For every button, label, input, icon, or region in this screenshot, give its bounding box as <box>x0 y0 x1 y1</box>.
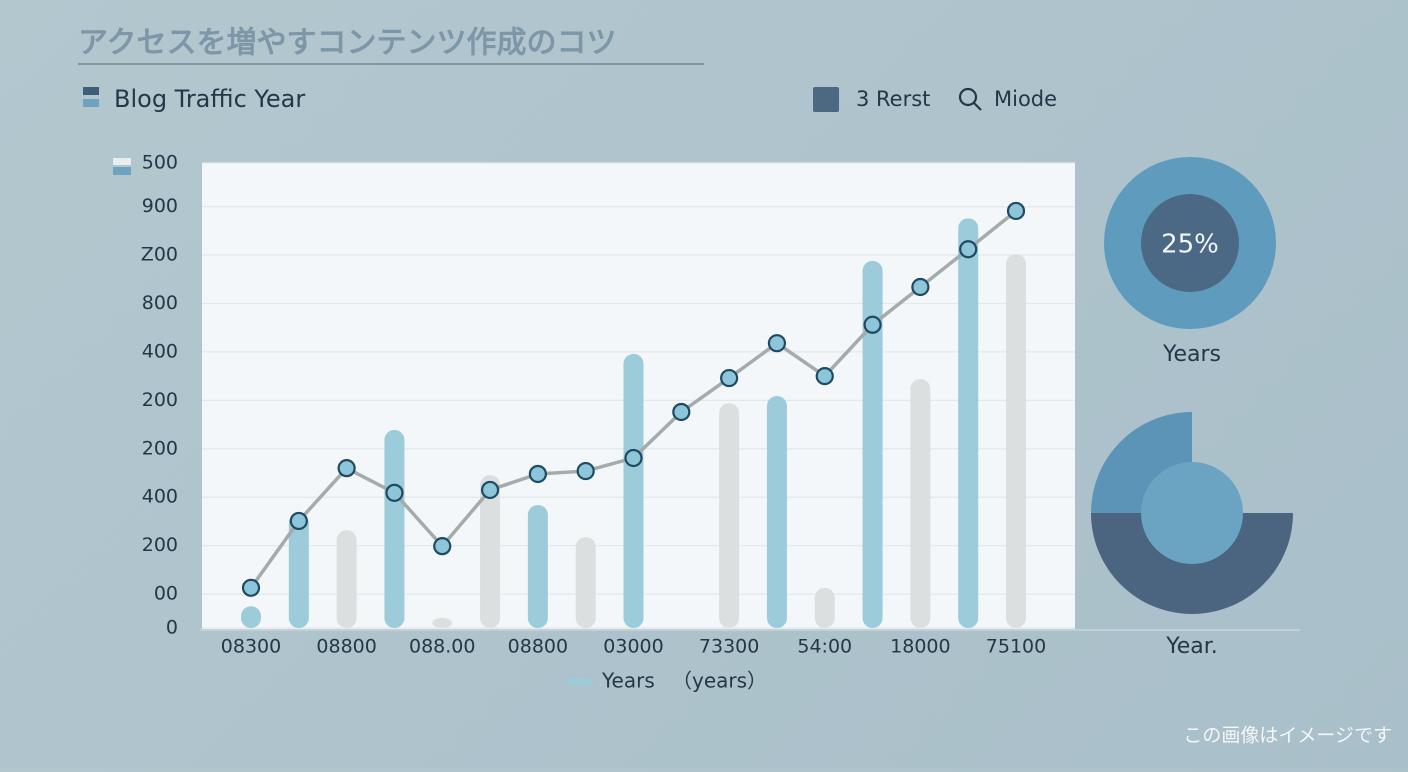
axis-icon <box>113 167 131 175</box>
bar <box>910 379 931 628</box>
control-icon[interactable] <box>813 87 839 112</box>
bar <box>719 403 740 628</box>
point <box>241 578 261 597</box>
bar <box>862 260 883 628</box>
point <box>480 480 500 500</box>
y-tick-label: 400 <box>142 340 178 362</box>
x-tick-label: 08300 <box>221 636 281 658</box>
y-tick-label: 400 <box>142 486 178 508</box>
x-tick-label: 75100 <box>986 636 1046 658</box>
bar <box>814 587 835 628</box>
x-tick-label: 54:00 <box>797 636 852 658</box>
footer-note: この画像はイメージです <box>1183 725 1392 747</box>
x-tick-label: 08800 <box>508 636 568 658</box>
legend-label: Years <box>601 669 655 693</box>
bar <box>432 617 453 628</box>
donut-value: 25% <box>1161 230 1219 260</box>
x-tick-label: 73300 <box>699 636 759 658</box>
page-title: アクセスを増やすコンテンツ作成のコツ <box>78 26 617 61</box>
point <box>576 461 595 481</box>
legend-icon <box>83 99 99 107</box>
point <box>1006 201 1026 221</box>
point <box>624 448 643 468</box>
search-icon[interactable] <box>973 102 982 111</box>
point <box>337 459 356 478</box>
control-label[interactable]: Miode <box>994 87 1057 111</box>
x-tick-label: 18000 <box>890 636 950 658</box>
donut-label: Years <box>1162 342 1221 367</box>
point <box>433 537 452 556</box>
point <box>863 315 882 334</box>
point <box>528 464 547 484</box>
legend-icon <box>83 87 99 95</box>
search-icon[interactable] <box>958 87 978 107</box>
donut-center <box>1141 194 1239 292</box>
x-tick-label: 03000 <box>603 636 663 658</box>
bar <box>623 353 644 628</box>
bar <box>766 395 787 628</box>
point <box>767 334 787 353</box>
bar <box>336 530 357 628</box>
pie-center <box>1141 462 1243 564</box>
point <box>815 367 834 386</box>
bar <box>241 606 261 628</box>
y-tick-label: 200 <box>142 389 178 411</box>
bar <box>480 474 501 628</box>
y-tick-label: Z00 <box>141 244 178 266</box>
legend-label: Blog Traffic Year <box>114 85 305 113</box>
bar <box>1006 254 1026 628</box>
point <box>720 368 739 388</box>
y-tick-label: 500 <box>142 152 178 174</box>
bar <box>958 218 979 628</box>
bar <box>527 504 548 628</box>
bar <box>575 536 596 628</box>
y-tick-label: 800 <box>142 292 178 314</box>
control-label[interactable]: 3 Rerst <box>856 87 930 111</box>
bar <box>288 513 309 628</box>
point <box>672 402 691 422</box>
point <box>289 511 308 531</box>
point <box>959 240 978 259</box>
bar <box>384 429 405 628</box>
y-tick-label: 900 <box>142 195 178 217</box>
x-axis-label: （years） <box>672 669 767 693</box>
y-tick-label: 200 <box>142 437 178 459</box>
y-tick-label: 0 <box>166 617 178 639</box>
axis-icon <box>113 158 131 165</box>
x-tick-label: 08800 <box>316 636 376 658</box>
legend-swatch <box>567 678 593 685</box>
pie-label: Year. <box>1165 634 1218 659</box>
x-tick-label: 088.00 <box>409 636 475 658</box>
y-tick-label: 00 <box>154 583 178 605</box>
point <box>911 277 930 297</box>
point <box>385 483 404 502</box>
y-tick-label: 200 <box>142 534 178 556</box>
